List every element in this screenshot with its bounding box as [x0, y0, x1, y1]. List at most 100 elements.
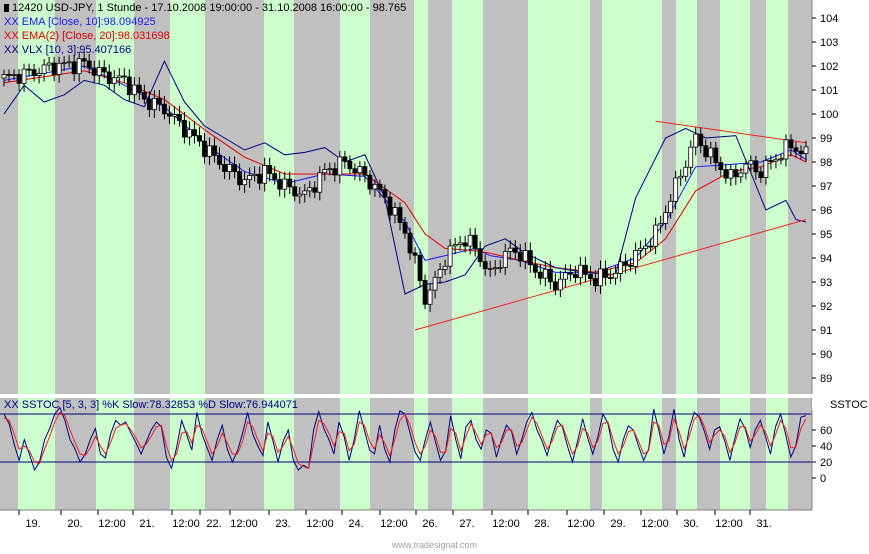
candle-body	[302, 190, 308, 195]
header-vlx[interactable]: XX VLX [10, 3]:95.407166	[4, 44, 131, 56]
candle-body	[347, 160, 353, 170]
candle-body	[557, 278, 563, 291]
candle-body	[568, 272, 573, 275]
candle-body	[96, 67, 102, 76]
candle-body	[608, 277, 613, 279]
candle-body	[648, 245, 654, 248]
candle-body	[578, 264, 583, 279]
price-y-tick-label: 92	[820, 301, 832, 313]
symbol-label: 12420 USD-JPY, 1 Stunde - 17.10.2008 19:…	[12, 2, 407, 14]
candle-body	[71, 61, 77, 75]
candle-body	[733, 169, 739, 178]
candle-body	[442, 265, 448, 270]
session-band	[96, 0, 134, 394]
candle-body	[222, 164, 227, 172]
session-band	[452, 398, 483, 510]
candle-body	[26, 68, 32, 71]
candle-body	[257, 173, 263, 184]
candle-body	[628, 265, 633, 267]
candle-body	[452, 244, 458, 247]
candle-body	[472, 234, 478, 250]
candle-body	[673, 177, 679, 202]
stoch-label: SSTOC [5, 3, 3] %K Slow:78.32853 %D Slow…	[21, 399, 298, 411]
candle-body	[172, 113, 177, 117]
candle-body	[552, 281, 558, 291]
candle-body	[417, 254, 423, 281]
x-tick-label: 29.	[610, 518, 625, 530]
session-band	[340, 398, 370, 510]
session-band	[766, 398, 788, 510]
candle-body	[447, 245, 453, 267]
stoch-d-line	[3, 411, 807, 470]
session-band	[18, 398, 55, 510]
candle-body	[217, 154, 222, 165]
candle-body	[678, 175, 684, 179]
candle-body	[663, 212, 669, 224]
candle-body	[312, 187, 318, 193]
candle-body	[106, 71, 112, 84]
candle-body	[141, 92, 147, 100]
price-session-bands	[18, 0, 788, 394]
candle-body	[497, 267, 503, 269]
candle-body	[502, 251, 508, 268]
session-band	[720, 398, 750, 510]
candle-body	[793, 147, 799, 152]
candle-body	[377, 183, 383, 190]
candle-body	[743, 163, 749, 174]
candle-body	[728, 169, 734, 179]
candle-icon	[4, 4, 9, 13]
vlx-marker: XX	[4, 44, 19, 56]
stoch-panel: 0 20 40 60 SSTOC	[0, 398, 869, 510]
price-y-tick-label: 99	[820, 133, 832, 145]
header-ema10[interactable]: XX EMA [Close, 10]:98.094925	[4, 16, 156, 28]
candle-body	[778, 158, 784, 161]
session-band	[452, 0, 483, 394]
candle-body	[658, 223, 664, 226]
header-ema20[interactable]: XX EMA(2) [Close, 20]:98.031698	[4, 30, 170, 42]
candle-body	[307, 187, 313, 192]
session-band	[720, 0, 750, 394]
candle-body	[563, 272, 568, 280]
candle-body	[693, 133, 699, 148]
price-y-tick-label: 104	[820, 13, 838, 25]
candle-body	[422, 280, 428, 305]
header-stoch[interactable]: XX SSTOC [5, 3, 3] %K Slow:78.32853 %D S…	[4, 399, 298, 411]
candle-body	[598, 268, 603, 287]
candle-body	[407, 232, 413, 254]
candle-body	[427, 289, 433, 305]
ema10-line	[3, 65, 807, 273]
session-band	[340, 0, 370, 394]
price-y-tick-label: 103	[820, 37, 838, 49]
x-tick-label: 19.	[25, 518, 40, 530]
price-y-tick-label: 95	[820, 229, 832, 241]
candle-body	[237, 171, 242, 186]
price-candles	[1, 51, 809, 312]
session-band	[264, 0, 294, 394]
stoch-y-tick-label: 60	[820, 425, 832, 437]
candle-body	[507, 247, 513, 252]
candle-body	[457, 242, 463, 246]
candle-body	[683, 166, 689, 177]
header-symbol: 12420 USD-JPY, 1 Stunde - 17.10.2008 19:…	[4, 2, 406, 14]
price-y-tick-label: 98	[820, 157, 832, 169]
candle-body	[116, 75, 122, 79]
price-y-tick-label: 89	[820, 373, 832, 385]
candle-body	[638, 247, 643, 251]
candle-body	[16, 74, 22, 84]
price-y-axis: 89 90 91 92 93 94 95 96 97 98 99 100 101 102 103 104	[812, 13, 838, 385]
stoch-y-tick-label: 20	[820, 457, 832, 469]
candle-body	[723, 169, 729, 179]
candle-body	[272, 173, 278, 180]
candle-body	[392, 207, 398, 216]
candle-body	[91, 67, 97, 76]
candle-body	[76, 58, 82, 75]
x-axis: 19. 20. 12:00 21. 12:00 22. 12:00 23. 12:00 24. 12…	[18, 510, 772, 530]
candle-body	[357, 166, 363, 174]
candle-body	[292, 186, 298, 197]
ema10-label: EMA [Close, 10]:98.094925	[21, 16, 156, 28]
candle-body	[202, 140, 207, 157]
candle-body	[352, 168, 358, 174]
stoch-y-tick-label: 40	[820, 441, 832, 453]
candle-body	[41, 64, 47, 74]
candle-body	[738, 172, 744, 178]
